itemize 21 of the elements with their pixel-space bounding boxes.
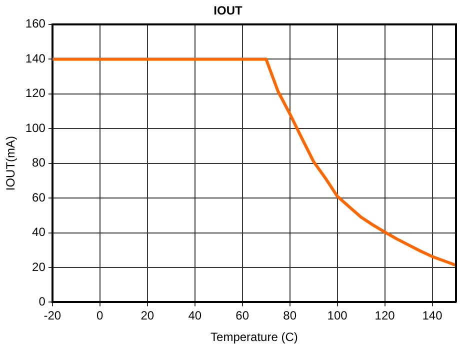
- y-tick-label: 60: [32, 190, 46, 204]
- x-tick-label: 40: [188, 308, 202, 323]
- x-tick-label: 0: [96, 308, 104, 323]
- x-tick-label: 120: [374, 308, 396, 323]
- x-tick-label: 20: [140, 308, 154, 323]
- y-tick-label: 100: [25, 120, 46, 135]
- y-axis-title: IOUT(mA): [4, 136, 18, 191]
- x-axis-title: Temperature (C): [210, 330, 298, 344]
- y-tick-label: 0: [38, 294, 46, 309]
- x-tick-label: -20: [44, 308, 62, 323]
- x-tick-label: 140: [422, 308, 443, 323]
- y-tick-label: 40: [32, 225, 46, 240]
- y-tick-label: 20: [32, 260, 46, 274]
- x-tick-label: 80: [283, 308, 297, 323]
- y-tick-label: 80: [32, 156, 46, 170]
- y-tick-label: 160: [25, 16, 46, 31]
- chart-title: IOUT: [214, 4, 243, 18]
- y-tick-label: 120: [25, 86, 46, 100]
- x-tick-label: 100: [327, 308, 348, 323]
- x-tick-label: 60: [236, 308, 250, 323]
- y-tick-label: 140: [25, 51, 46, 66]
